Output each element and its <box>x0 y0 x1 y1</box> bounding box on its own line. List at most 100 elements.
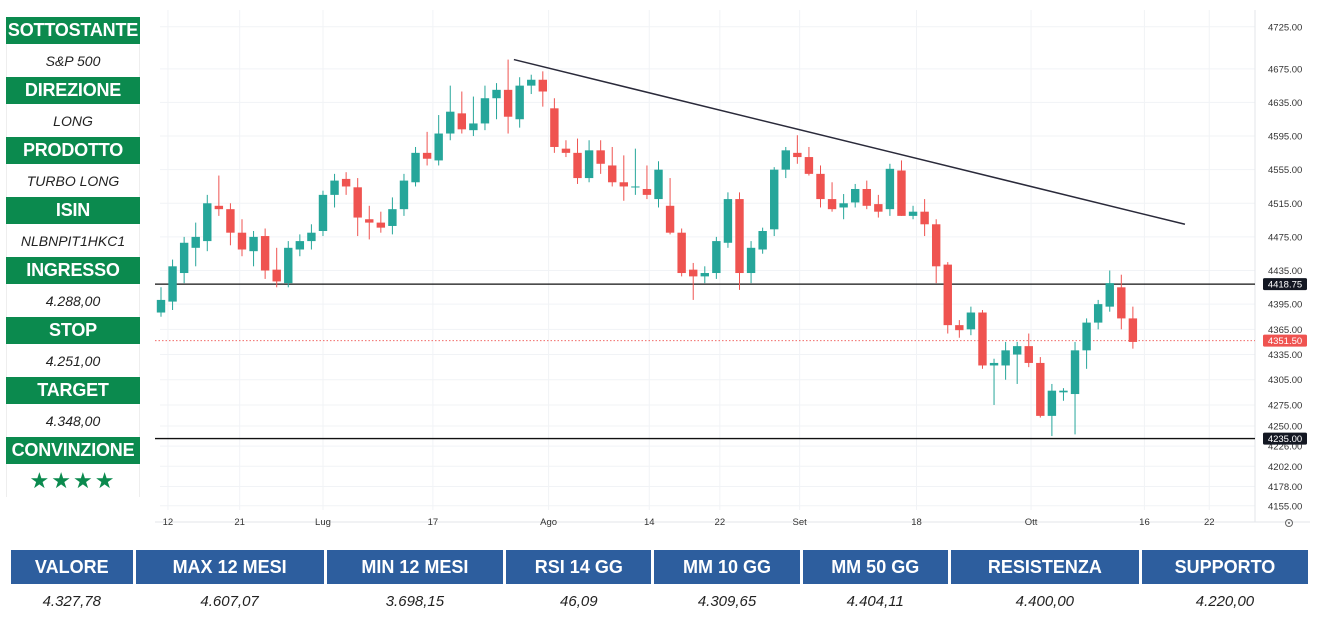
y-tick-label: 4725.00 <box>1268 22 1302 33</box>
stats-value-cell: 46,09 <box>560 592 598 610</box>
candle-body <box>1024 346 1033 363</box>
conviction-stars: ★★★★ <box>6 464 140 497</box>
stats-value-row: 4.327,78 4.607,07 3.698,15 46,09 4.309,65 4.4… <box>11 584 1308 618</box>
candle-body <box>446 111 455 134</box>
x-tick-label: 22 <box>1204 517 1215 528</box>
stats-table: VALORE MAX 12 MESI MIN 12 MESI RSI 14 GG MM … <box>8 550 1311 618</box>
y-tick-label: 4675.00 <box>1268 64 1302 75</box>
gear-icon[interactable] <box>1285 519 1293 527</box>
candle-body <box>214 205 224 210</box>
candle-body <box>434 133 443 161</box>
candle-body <box>897 170 906 216</box>
candle-body <box>1001 350 1010 366</box>
candle-body <box>1036 362 1045 416</box>
candle-body <box>1093 304 1103 323</box>
candle-body <box>700 273 709 277</box>
candlestick-chart: 4725.00 4675.00 4635.00 4595.00 4555.00 4515.… <box>155 10 1310 528</box>
y-tick-label: 4555.00 <box>1268 165 1302 176</box>
y-tick-label: 4335.00 <box>1268 350 1302 361</box>
sidebar-label: INGRESSO <box>6 257 140 284</box>
sidebar-label: ISIN <box>6 197 140 224</box>
candles <box>156 59 1138 437</box>
sidebar-value: S&P 500 <box>6 44 140 77</box>
stats-header-cell: RESISTENZA <box>950 550 1139 584</box>
sidebar-value: 4.348,00 <box>6 404 140 437</box>
candle-body <box>920 211 929 225</box>
candle-body <box>1059 390 1068 393</box>
x-tick-label: 21 <box>234 517 245 528</box>
candle-body <box>561 148 571 153</box>
y-tick-label: 4202.00 <box>1268 462 1302 473</box>
candle-body <box>793 152 802 158</box>
candle-body <box>341 178 351 187</box>
level-badge-label: 4418.75 <box>1268 280 1302 291</box>
stats-header-cell: MM 50 GG <box>802 550 948 584</box>
candle-body <box>492 89 501 99</box>
candle-body <box>353 187 362 218</box>
candle-body <box>365 219 374 223</box>
y-tick-label: 4365.00 <box>1268 325 1302 336</box>
candle-body <box>1047 390 1057 416</box>
candle-body <box>191 236 200 248</box>
candle-body <box>746 247 756 274</box>
y-tick-label: 4635.00 <box>1268 98 1302 109</box>
candle-body <box>885 168 895 210</box>
sidebar-value: 4.288,00 <box>6 284 140 317</box>
sidebar-label: TARGET <box>6 377 140 404</box>
candle-body <box>596 150 605 164</box>
candle-body <box>966 312 976 330</box>
candle-body <box>1117 287 1126 319</box>
candle-body <box>156 299 166 313</box>
candle-body <box>1012 346 1022 355</box>
level-badge-label: 4235.00 <box>1268 434 1302 445</box>
y-tick-label: 4595.00 <box>1268 132 1302 143</box>
candle-body <box>851 188 860 203</box>
stats-value-cell: 4.220,00 <box>1195 592 1255 610</box>
level-badge <box>1263 432 1307 445</box>
candle-body <box>665 205 675 233</box>
candle-body <box>203 203 212 242</box>
x-tick-label: 18 <box>911 517 922 528</box>
candle-body <box>295 241 305 250</box>
candle-body <box>931 224 941 267</box>
candle-body <box>573 152 582 179</box>
candle-body <box>284 247 293 284</box>
y-tick-label: 4275.00 <box>1268 400 1302 411</box>
sidebar-value: NLBNPIT1HKC1 <box>6 224 140 257</box>
trendline-layer <box>513 58 1186 226</box>
x-tick-label: 17 <box>428 517 439 528</box>
stats-header-cell: SUPPORTO <box>1141 550 1308 584</box>
y-tick-label: 4250.00 <box>1268 421 1302 432</box>
candle-body <box>1128 318 1138 342</box>
y-tick-label: 4226.00 <box>1268 442 1302 453</box>
candle-body <box>399 180 409 210</box>
x-tick-label: 16 <box>1139 517 1150 528</box>
y-tick-label: 4475.00 <box>1268 232 1302 243</box>
candle-body <box>527 79 536 86</box>
sidebar-label: SOTTOSTANTE <box>6 17 140 44</box>
level-badge <box>1263 334 1307 347</box>
candle-body <box>226 209 235 233</box>
candle-body <box>804 157 814 174</box>
stats-value-cell: 4.404,11 <box>846 592 904 610</box>
x-tick-label: Ago <box>540 517 557 528</box>
candle-body <box>608 165 617 183</box>
candle-body <box>723 199 733 243</box>
candle-body <box>503 89 513 117</box>
candle-body <box>677 232 686 274</box>
stats-value-cell: 4.309,65 <box>697 592 757 610</box>
candle-body <box>376 222 386 228</box>
y-axis: 4725.00 4675.00 4635.00 4595.00 4555.00 4515.… <box>1263 22 1307 512</box>
candle-body <box>237 232 247 250</box>
candle-body <box>330 180 339 195</box>
y-tick-label: 4155.00 <box>1268 501 1302 512</box>
stats-header-cell: MAX 12 MESI <box>135 550 324 584</box>
candle-body <box>249 236 258 252</box>
candle-body <box>816 173 825 200</box>
candle-body <box>827 199 837 210</box>
y-tick-label: 4435.00 <box>1268 266 1302 277</box>
candle-body <box>839 203 848 208</box>
x-axis: 12 21 Lug 17 Ago 14 22 Set 18 Ott 16 22 <box>163 517 1293 528</box>
candle-body <box>411 152 420 183</box>
candle-body <box>515 85 524 120</box>
